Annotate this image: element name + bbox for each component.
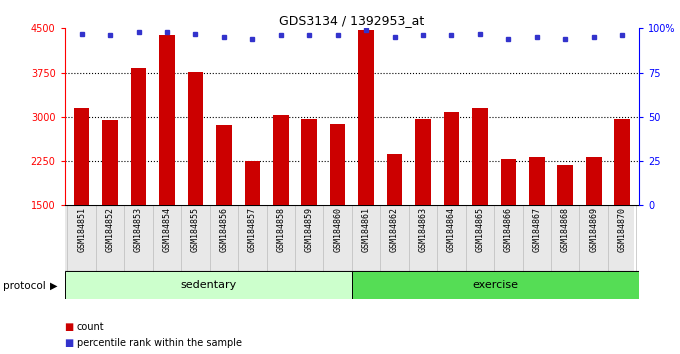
Text: GSM184859: GSM184859 xyxy=(305,207,313,252)
Text: GSM184862: GSM184862 xyxy=(390,207,399,252)
Bar xyxy=(500,159,516,294)
Bar xyxy=(586,157,602,294)
Bar xyxy=(188,72,203,294)
Text: ■: ■ xyxy=(65,322,74,332)
Bar xyxy=(330,124,345,294)
Text: GSM184865: GSM184865 xyxy=(475,207,484,252)
Title: GDS3134 / 1392953_at: GDS3134 / 1392953_at xyxy=(279,14,424,27)
Text: protocol: protocol xyxy=(3,281,46,291)
Text: GSM184864: GSM184864 xyxy=(447,207,456,252)
Text: GSM184861: GSM184861 xyxy=(362,207,371,252)
Text: GSM184854: GSM184854 xyxy=(163,207,171,252)
Text: GSM184867: GSM184867 xyxy=(532,207,541,252)
Text: GSM184868: GSM184868 xyxy=(561,207,570,252)
Bar xyxy=(352,271,639,299)
Text: GSM184870: GSM184870 xyxy=(617,207,627,252)
Bar xyxy=(529,157,545,294)
Bar xyxy=(358,29,374,294)
Text: GSM184853: GSM184853 xyxy=(134,207,143,252)
Bar xyxy=(131,68,146,294)
Text: exercise: exercise xyxy=(473,280,519,290)
Text: GSM184852: GSM184852 xyxy=(105,207,115,252)
Text: GSM184851: GSM184851 xyxy=(77,207,86,252)
Text: GSM184866: GSM184866 xyxy=(504,207,513,252)
Bar xyxy=(216,125,232,294)
Bar xyxy=(102,120,118,294)
Text: GSM184857: GSM184857 xyxy=(248,207,257,252)
Text: percentile rank within the sample: percentile rank within the sample xyxy=(77,338,242,348)
Bar xyxy=(443,112,459,294)
Bar xyxy=(558,165,573,294)
Text: count: count xyxy=(77,322,105,332)
Text: GSM184863: GSM184863 xyxy=(418,207,428,252)
Bar xyxy=(65,271,352,299)
Bar xyxy=(273,115,288,294)
Bar xyxy=(614,119,630,294)
Text: GSM184856: GSM184856 xyxy=(220,207,228,252)
Text: GSM184869: GSM184869 xyxy=(589,207,598,252)
Bar xyxy=(472,108,488,294)
Text: GSM184860: GSM184860 xyxy=(333,207,342,252)
Text: ▶: ▶ xyxy=(50,281,57,291)
Bar xyxy=(415,119,431,294)
Bar xyxy=(245,161,260,294)
Bar xyxy=(74,108,90,294)
Text: sedentary: sedentary xyxy=(180,280,237,290)
Bar xyxy=(159,35,175,294)
Text: ■: ■ xyxy=(65,338,74,348)
Bar xyxy=(387,154,403,294)
Text: GSM184855: GSM184855 xyxy=(191,207,200,252)
Text: GSM184858: GSM184858 xyxy=(276,207,286,252)
Bar xyxy=(301,119,317,294)
